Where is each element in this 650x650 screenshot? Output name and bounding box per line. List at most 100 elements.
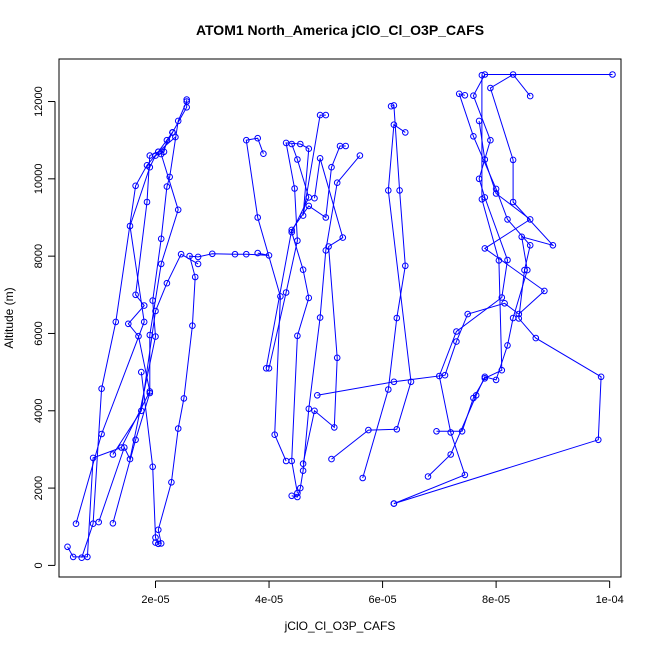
data-point	[390, 378, 398, 386]
data-point	[305, 145, 313, 152]
x-tick-label: 4e-05	[255, 594, 283, 606]
data-point	[305, 294, 313, 302]
data-point	[294, 237, 301, 244]
data-point	[291, 185, 298, 192]
series-line	[112, 132, 179, 524]
data-point	[316, 155, 324, 162]
data-point	[509, 314, 517, 322]
y-tick-label: 6000	[33, 321, 45, 345]
data-point	[168, 479, 175, 486]
data-point	[597, 373, 605, 381]
data-point	[294, 332, 301, 340]
data-point	[331, 424, 338, 431]
data-point	[294, 489, 301, 497]
data-point	[132, 436, 139, 444]
data-point	[478, 196, 486, 203]
data-point	[140, 318, 148, 326]
data-point	[183, 98, 190, 105]
data-point	[532, 334, 540, 342]
data-point	[492, 376, 500, 384]
data-point	[470, 394, 477, 402]
data-point	[333, 354, 341, 362]
data-point	[172, 133, 179, 141]
data-point	[174, 206, 182, 214]
data-point	[322, 214, 330, 221]
data-point	[526, 216, 534, 223]
x-tick-label: 8e-05	[482, 594, 510, 606]
data-point	[135, 332, 142, 340]
data-point	[163, 279, 171, 287]
data-point	[260, 150, 267, 157]
data-point	[328, 455, 335, 463]
series-line	[98, 101, 188, 523]
data-point	[194, 260, 202, 268]
series-line	[436, 75, 503, 432]
series-line	[302, 158, 344, 464]
data-point	[393, 426, 401, 433]
data-point	[481, 245, 489, 252]
data-point	[288, 226, 296, 234]
data-point	[481, 71, 489, 78]
series-line	[331, 123, 412, 460]
data-point	[518, 233, 526, 241]
data-point	[356, 152, 364, 159]
data-point	[390, 500, 398, 507]
data-point	[138, 368, 145, 376]
data-point	[243, 136, 250, 144]
x-axis-label: jClO_Cl_O3P_CAFS	[284, 619, 396, 633]
data-point	[305, 202, 313, 210]
data-point	[288, 457, 296, 465]
data-point	[487, 84, 494, 92]
x-tick-label: 2e-05	[141, 594, 169, 606]
series-5	[78, 133, 179, 562]
data-point	[509, 71, 517, 78]
series-11	[288, 140, 313, 497]
series-4	[95, 98, 190, 526]
data-point	[495, 257, 503, 264]
data-point	[311, 407, 318, 415]
data-point	[262, 365, 270, 372]
data-point	[609, 71, 616, 78]
data-point	[498, 366, 506, 374]
data-point	[155, 540, 162, 548]
data-point	[526, 92, 534, 100]
data-point	[157, 235, 165, 243]
data-point	[342, 142, 350, 150]
data-point	[464, 310, 472, 318]
data-point	[478, 71, 486, 79]
data-point	[143, 162, 151, 169]
data-point	[64, 543, 71, 551]
data-point	[396, 187, 403, 194]
data-point	[390, 121, 398, 128]
data-point	[526, 242, 534, 249]
y-tick-label: 10000	[33, 164, 45, 195]
data-point	[424, 473, 432, 480]
data-point	[191, 273, 199, 281]
data-point	[504, 342, 511, 349]
data-point	[231, 250, 239, 258]
data-point	[549, 242, 557, 249]
data-point	[282, 139, 290, 147]
data-point	[299, 266, 307, 274]
data-point	[461, 471, 469, 479]
x-tick-label: 1e-04	[596, 594, 624, 606]
data-point	[132, 291, 139, 299]
y-tick-label: 2000	[33, 476, 45, 500]
data-point	[163, 183, 171, 190]
data-point	[194, 253, 202, 261]
series-line	[140, 372, 159, 545]
series-13	[262, 142, 350, 372]
data-point	[498, 294, 506, 301]
data-point	[271, 431, 279, 439]
data-point	[316, 314, 324, 321]
data-point	[328, 163, 335, 171]
data-point	[177, 250, 185, 258]
data-point	[504, 256, 511, 264]
data-point	[524, 266, 531, 274]
y-tick-label: 12000	[33, 86, 45, 117]
y-axis: 0 2000 4000 6000 8000 10000 12000	[33, 86, 56, 568]
data-point	[125, 320, 132, 328]
data-point	[146, 331, 154, 339]
